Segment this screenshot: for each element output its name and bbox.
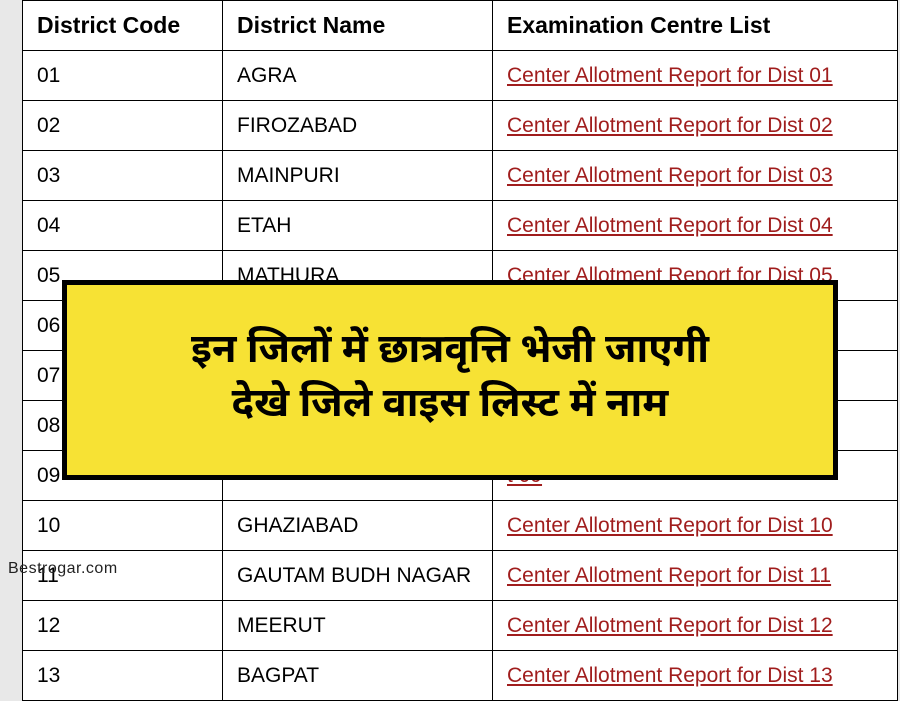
table-row: 02 FIROZABAD Center Allotment Report for… — [23, 101, 898, 151]
cell-code: 02 — [23, 101, 223, 151]
centre-link[interactable]: Center Allotment Report for Dist 03 — [507, 164, 833, 187]
table-row: 01 AGRA Center Allotment Report for Dist… — [23, 51, 898, 101]
cell-link: Center Allotment Report for Dist 02 — [493, 101, 898, 151]
cell-link: Center Allotment Report for Dist 11 — [493, 551, 898, 601]
cell-link: Center Allotment Report for Dist 13 — [493, 651, 898, 701]
cell-name: ETAH — [223, 201, 493, 251]
cell-name: MEERUT — [223, 601, 493, 651]
cell-code: 04 — [23, 201, 223, 251]
centre-link[interactable]: Center Allotment Report for Dist 04 — [507, 214, 833, 237]
cell-name: FIROZABAD — [223, 101, 493, 151]
banner-line-1: इन जिलों में छात्रवृत्ति भेजी जाएगी — [191, 326, 709, 380]
cell-name: GHAZIABAD — [223, 501, 493, 551]
centre-link[interactable]: Center Allotment Report for Dist 01 — [507, 64, 833, 87]
table-row: 03 MAINPURI Center Allotment Report for … — [23, 151, 898, 201]
centre-link[interactable]: Center Allotment Report for Dist 02 — [507, 114, 833, 137]
table-row: 11 GAUTAM BUDH NAGAR Center Allotment Re… — [23, 551, 898, 601]
cell-name: BAGPAT — [223, 651, 493, 701]
cell-link: Center Allotment Report for Dist 04 — [493, 201, 898, 251]
cell-name: MAINPURI — [223, 151, 493, 201]
centre-link[interactable]: Center Allotment Report for Dist 13 — [507, 664, 833, 687]
centre-link[interactable]: Center Allotment Report for Dist 12 — [507, 614, 833, 637]
cell-name: GAUTAM BUDH NAGAR — [223, 551, 493, 601]
table-header-row: District Code District Name Examination … — [23, 1, 898, 51]
table-row: 10 GHAZIABAD Center Allotment Report for… — [23, 501, 898, 551]
watermark-text: Bestrogar.com — [8, 560, 118, 578]
cell-code: 13 — [23, 651, 223, 701]
promo-banner: इन जिलों में छात्रवृत्ति भेजी जाएगी देखे… — [62, 280, 838, 480]
centre-link[interactable]: Center Allotment Report for Dist 11 — [507, 564, 831, 587]
table-row: 04 ETAH Center Allotment Report for Dist… — [23, 201, 898, 251]
header-district-name: District Name — [223, 1, 493, 51]
cell-name: AGRA — [223, 51, 493, 101]
cell-code: 10 — [23, 501, 223, 551]
header-exam-centre-list: Examination Centre List — [493, 1, 898, 51]
cell-link: Center Allotment Report for Dist 01 — [493, 51, 898, 101]
banner-line-2: देखे जिले वाइस लिस्ट में नाम — [232, 380, 669, 434]
centre-link[interactable]: Center Allotment Report for Dist 10 — [507, 514, 833, 537]
table-row: 13 BAGPAT Center Allotment Report for Di… — [23, 651, 898, 701]
cell-code: 01 — [23, 51, 223, 101]
cell-code: 12 — [23, 601, 223, 651]
cell-link: Center Allotment Report for Dist 03 — [493, 151, 898, 201]
cell-code: 03 — [23, 151, 223, 201]
header-district-code: District Code — [23, 1, 223, 51]
table-row: 12 MEERUT Center Allotment Report for Di… — [23, 601, 898, 651]
cell-link: Center Allotment Report for Dist 12 — [493, 601, 898, 651]
cell-link: Center Allotment Report for Dist 10 — [493, 501, 898, 551]
